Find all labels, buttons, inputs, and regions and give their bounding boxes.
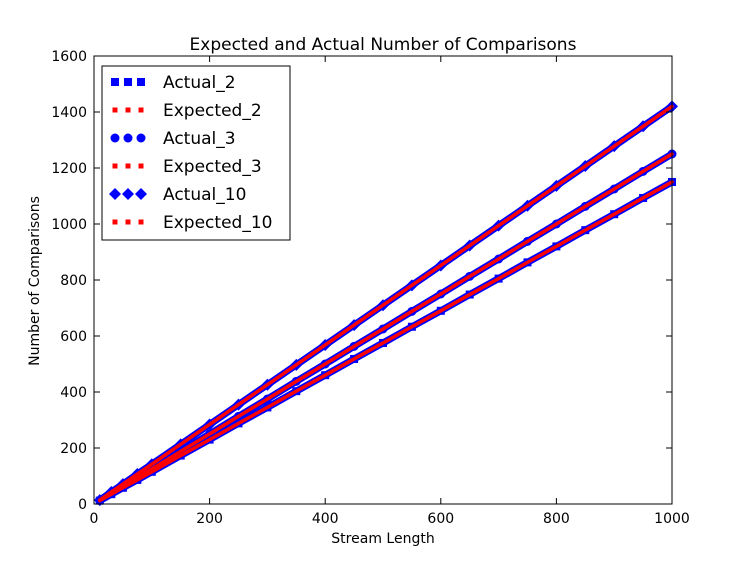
y-tick-label: 1000 [51,217,87,233]
legend-entry-Expected_3: Expected_3 [112,157,262,177]
legend-marker [110,133,120,143]
y-tick-label: 1400 [51,105,87,121]
legend-marker [112,107,118,113]
y-tick-label: 200 [60,441,87,457]
legend-label: Expected_2 [163,101,262,121]
legend-marker [112,163,118,169]
y-axis-label: Number of Comparisons [27,196,43,366]
legend-label: Expected_10 [163,213,272,233]
y-tick-label: 600 [60,329,87,345]
series-line-Expected_3 [98,152,674,503]
legend-marker [125,219,131,225]
x-tick-label: 800 [543,511,570,527]
legend-box [101,65,291,241]
tick-marks [93,55,673,505]
legend-marker [135,188,147,200]
legend-marker [122,188,134,200]
legend-entry-Actual_10: Actual_10 [109,185,246,205]
legend-marker [138,107,144,113]
legend: Actual_2 Expected_2 Actual_3 Expected_3 Actu… [101,65,291,241]
legend-entry-Actual_3: Actual_3 [110,129,236,149]
y-tick-label: 0 [78,497,87,513]
series-line-Expected_10 [98,104,674,502]
x-tick-label: 1000 [654,511,690,527]
legend-marker [137,78,145,86]
legend-marker [138,219,144,225]
x-axis-label: Stream Length [331,531,434,547]
y-tick-label: 400 [60,385,87,401]
legend-marker [138,163,144,169]
legend-marker [124,78,132,86]
legend-label: Actual_10 [163,185,246,205]
legend-marker [111,78,119,86]
legend-marker [125,107,131,113]
legend-marker [123,133,133,143]
legend-marker [112,219,118,225]
x-tick-label: 400 [312,511,339,527]
y-tick-label: 800 [60,273,87,289]
legend-marker [125,163,131,169]
legend-marker [136,133,146,143]
tick-labels: 0 200 400 600 800 1000 0 200 400 600 800 1000 1200 14… [51,49,689,527]
legend-entry-Expected_10: Expected_10 [112,213,272,233]
x-tick-label: 0 [90,511,99,527]
plot-data [93,100,678,507]
legend-marker [109,188,121,200]
legend-label: Actual_3 [163,129,236,149]
x-tick-label: 600 [427,511,454,527]
legend-label: Expected_3 [163,157,262,177]
chart-title: Expected and Actual Number of Comparison… [190,35,577,55]
series-line-Expected_2 [98,180,674,503]
y-tick-label: 1600 [51,49,87,65]
legend-entries: Actual_2 Expected_2 Actual_3 Expected_3 Actu… [109,73,272,233]
y-tick-label: 1200 [51,161,87,177]
legend-entry-Actual_2: Actual_2 [111,73,236,93]
legend-label: Actual_2 [163,73,236,93]
x-tick-label: 200 [196,511,223,527]
legend-entry-Expected_2: Expected_2 [112,101,262,121]
